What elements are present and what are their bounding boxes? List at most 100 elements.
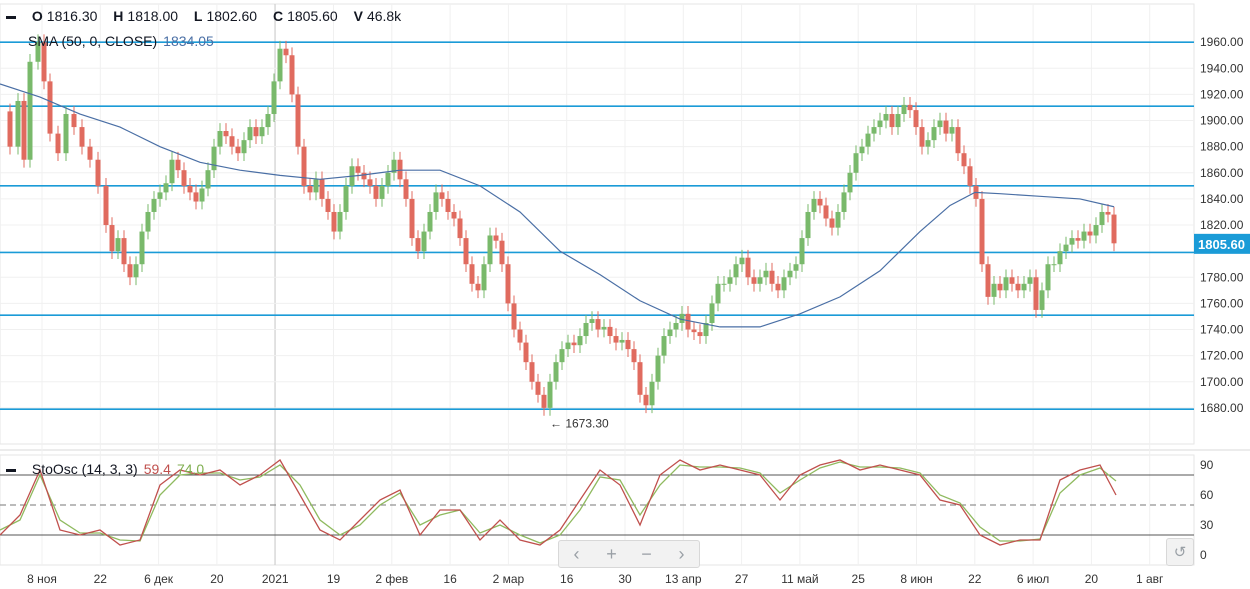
stochastic-y-tick: 0 (1200, 548, 1207, 562)
reset-chart-button[interactable]: ↺ (1166, 538, 1194, 566)
ohlc-legend: O 1816.30 H 1818.00 L 1802.60 C 1805.60 V 46.… (6, 8, 413, 24)
candle-up (835, 211, 841, 228)
candle-down (235, 146, 241, 154)
candle-up (259, 127, 265, 137)
stochastic-y-tick: 30 (1200, 518, 1214, 532)
zoom-out-button[interactable]: − (641, 543, 652, 564)
candle-down (493, 235, 499, 241)
candle-up (559, 349, 565, 363)
stochastic-legend[interactable]: StoOsc (14, 3, 3) 59.4 74.0 (6, 461, 204, 477)
candle-down (505, 264, 511, 304)
last-price-tag (1194, 233, 1250, 254)
candle-up (865, 133, 871, 147)
candle-down (697, 332, 703, 337)
candle-down (103, 185, 109, 226)
candle-up (661, 336, 667, 356)
candle-down (475, 283, 481, 291)
candle-down (517, 329, 523, 343)
candle-up (1027, 277, 1033, 284)
y-tick-label: 1920.00 (1200, 87, 1244, 101)
stochastic-label: StoOsc (14, 3, 3) (31, 461, 138, 477)
candle-down (691, 329, 697, 333)
collapse-main-icon[interactable] (6, 15, 16, 19)
candle-down (745, 257, 751, 278)
candle-up (925, 140, 931, 147)
candle-down (1105, 211, 1111, 215)
candle-up (679, 313, 685, 323)
candle-up (805, 211, 811, 239)
candle-down (87, 146, 93, 160)
high-value: 1818.00 (127, 8, 179, 24)
candle-down (325, 198, 331, 212)
main-pane-frame (0, 3, 1195, 445)
candle-up (63, 114, 69, 154)
candle-up (949, 127, 955, 134)
y-tick-label: 1680.00 (1200, 401, 1244, 415)
x-tick-label: 22 (94, 572, 108, 586)
candle-down (829, 218, 835, 228)
candle-up (391, 159, 397, 173)
candle-up (421, 231, 427, 252)
candle-down (511, 303, 517, 330)
x-tick-label: 2 мар (493, 572, 525, 586)
candle-down (823, 205, 829, 219)
zoom-in-button[interactable]: + (606, 543, 617, 564)
candle-up (739, 257, 745, 265)
y-tick-label: 1780.00 (1200, 270, 1244, 284)
candle-down (95, 159, 101, 186)
scroll-left-button[interactable]: ‹ (573, 543, 580, 564)
collapse-stochastic-icon[interactable] (6, 468, 16, 472)
x-tick-label: 16 (443, 572, 457, 586)
candle-up (199, 188, 205, 202)
candle-up (793, 264, 799, 271)
candle-up (157, 192, 163, 199)
candle-up (133, 264, 139, 278)
candle-down (1033, 277, 1039, 310)
candle-up (883, 114, 889, 121)
candle-down (523, 342, 529, 363)
x-tick-label: 20 (1085, 572, 1099, 586)
candle-down (253, 127, 259, 137)
candle-down (625, 339, 631, 350)
candle-down (283, 48, 289, 56)
candle-down (47, 81, 53, 134)
candle-up (313, 179, 319, 193)
candle-up (847, 172, 853, 193)
candle-up (205, 170, 211, 189)
x-tick-label: 6 дек (144, 572, 174, 586)
stochastic-d-value: 74.0 (176, 461, 205, 477)
candle-up (757, 277, 763, 284)
candle-down (1009, 277, 1015, 284)
candle-up (703, 322, 709, 337)
candle-down (913, 110, 919, 128)
candle-down (769, 270, 775, 284)
candle-up (427, 211, 433, 232)
candle-down (187, 185, 193, 193)
stochastic-k-line (0, 459, 1117, 546)
candle-down (355, 166, 361, 173)
candle-up (589, 319, 595, 323)
x-tick-label: 2 фев (375, 572, 408, 586)
candle-down (361, 172, 367, 180)
y-tick-label: 1960.00 (1200, 35, 1244, 49)
candle-up (565, 342, 571, 350)
candle-down (613, 336, 619, 343)
candle-up (553, 362, 559, 382)
last-price-label: 1805.60 (1198, 237, 1245, 252)
candle-down (439, 192, 445, 199)
candle-down (1075, 238, 1081, 241)
scroll-right-button[interactable]: › (678, 543, 685, 564)
candle-down (289, 55, 295, 95)
candle-down (55, 133, 61, 154)
x-tick-label: 11 май (781, 572, 818, 586)
candle-up (931, 127, 937, 141)
close-key: C (272, 8, 284, 24)
candle-up (1051, 264, 1057, 266)
sma-legend[interactable]: SMA (50, 0, CLOSE) 1834.05 (28, 33, 214, 49)
y-tick-label: 1700.00 (1200, 375, 1244, 389)
open-value: 1816.30 (46, 8, 98, 24)
x-tick-label: 6 июл (1017, 572, 1049, 586)
x-tick-label: 1 авг (1136, 572, 1164, 586)
candle-up (145, 211, 151, 232)
